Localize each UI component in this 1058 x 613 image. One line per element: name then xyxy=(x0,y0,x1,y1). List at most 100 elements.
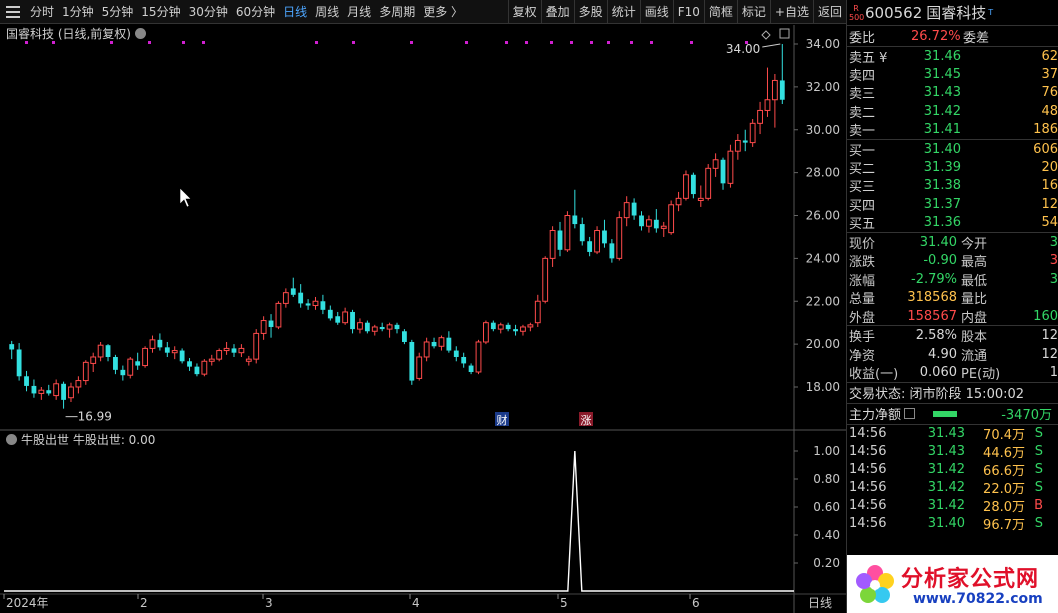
stat-label: 总量 xyxy=(849,292,876,308)
tool-button-2[interactable]: 多股 xyxy=(573,0,607,24)
tool-button-4[interactable]: 画线 xyxy=(639,0,673,24)
stat-label: 股本 xyxy=(961,330,988,346)
stock-code: 600562 xyxy=(865,3,923,22)
tool-button-9[interactable]: 返回 xyxy=(812,0,846,24)
period-tabs: 分时 1分钟 5分钟 15分钟 30分钟 60分钟 日线 周线 月线 多周期 更多 〉 xyxy=(26,0,467,24)
stat-label: 外盘 xyxy=(849,310,876,326)
candle-body xyxy=(201,360,208,375)
signal-dot xyxy=(352,41,355,44)
indicator-title: 牛股出世 牛股出世: 0.00 xyxy=(6,431,155,448)
stat-label: 内盘 xyxy=(961,310,988,326)
candle-body xyxy=(520,326,526,332)
book-row[interactable]: 卖三 31.43 76 xyxy=(847,84,1058,102)
book-price: 31.45 xyxy=(923,67,961,83)
finance-marker: 财 xyxy=(497,413,508,427)
book-row[interactable]: 卖四 31.45 37 xyxy=(847,65,1058,84)
candle-body xyxy=(609,243,615,259)
candle-body xyxy=(379,326,385,330)
candle-body xyxy=(364,322,370,332)
book-label: 卖三 xyxy=(849,87,876,103)
period-tab-4[interactable]: 30分钟 xyxy=(188,4,228,19)
main-flow-bar xyxy=(933,410,958,417)
signal-dot xyxy=(525,41,528,44)
candle-body xyxy=(534,300,541,324)
period-tab-5[interactable]: 60分钟 xyxy=(235,4,276,19)
menu-icon[interactable] xyxy=(0,0,26,24)
tick-volume: 70.4万 xyxy=(983,428,1025,444)
tool-button-8[interactable]: +自选 xyxy=(769,0,813,24)
tool-button-6[interactable]: 简框 xyxy=(703,0,737,24)
signal-dot xyxy=(607,41,610,44)
candle-body xyxy=(779,80,785,100)
book-row[interactable]: 买五 31.36 54 xyxy=(847,214,1058,232)
bid-book: 买一 31.40 606 买二 31.39 20 买三 31.38 16 买四 31.37 12 买五 3… xyxy=(847,140,1058,233)
stats-block-2: 换手 2.58% 股本 12 净资 4.90 流通 12 收益(一) 0.060 PE(动) 1 xyxy=(847,326,1058,382)
book-price: 31.43 xyxy=(923,85,961,101)
candle-body xyxy=(127,358,134,376)
top-toolbar: 分时 1分钟 5分钟 15分钟 30分钟 60分钟 日线 周线 月线 多周期 更多 〉 复权 叠加 多股… xyxy=(0,0,846,24)
candle-body xyxy=(490,322,496,330)
ind-y-label: 0.20 xyxy=(813,556,840,570)
period-tab-10[interactable]: 更多 〉 xyxy=(423,4,464,19)
candle-body xyxy=(320,301,326,310)
book-row[interactable]: 卖二 31.42 48 xyxy=(847,102,1058,121)
x-label: 2 xyxy=(140,596,148,610)
y-label: 32.00 xyxy=(806,80,840,94)
period-tab-6[interactable]: 日线 xyxy=(283,4,308,19)
candle-body xyxy=(727,150,734,184)
book-price: 31.39 xyxy=(923,160,961,176)
candle-body xyxy=(371,326,378,332)
book-row[interactable]: 买一 31.40 606 xyxy=(847,140,1058,159)
book-price: 31.42 xyxy=(923,103,961,119)
tool-button-1[interactable]: 叠加 xyxy=(540,0,574,24)
candle-body xyxy=(431,341,437,347)
tool-button-3[interactable]: 统计 xyxy=(606,0,640,24)
candle-body xyxy=(164,347,170,353)
candle-body xyxy=(179,350,185,362)
candle-body xyxy=(245,358,252,362)
signal-dot xyxy=(315,41,318,44)
signal-dot xyxy=(630,41,633,44)
tick-row: 14:56 31.42 22.0万 S xyxy=(847,479,1058,497)
tool-button-7[interactable]: 标记 xyxy=(736,0,770,24)
book-volume: 62 xyxy=(1041,48,1058,64)
candle-body xyxy=(16,349,22,377)
period-tab-0[interactable]: 分时 xyxy=(30,4,55,19)
candle-body xyxy=(135,361,141,366)
list-icon[interactable] xyxy=(904,408,916,420)
title-options-icon[interactable] xyxy=(135,28,146,39)
period-label: 日线 xyxy=(808,596,832,610)
low-label: 16.99 xyxy=(78,410,112,424)
tool-button-0[interactable]: 复权 xyxy=(507,0,541,24)
stat-label: 最高 xyxy=(961,255,988,271)
weibi-value: 26.72% xyxy=(911,28,961,44)
signal-dot xyxy=(650,41,653,44)
book-price: 31.36 xyxy=(923,215,961,231)
candle-body xyxy=(757,109,763,124)
candle-body xyxy=(557,230,563,250)
stat-value: 0.060 xyxy=(919,365,957,381)
badge-bottom: 500 xyxy=(849,12,865,22)
period-tab-3[interactable]: 15分钟 xyxy=(141,4,181,19)
indicator-options-icon[interactable] xyxy=(6,434,17,445)
candle-body xyxy=(223,347,230,352)
period-tab-8[interactable]: 月线 xyxy=(347,4,372,19)
tool-button-5[interactable]: F10 xyxy=(672,0,704,24)
candle-body xyxy=(483,322,489,343)
candle-body xyxy=(386,324,393,330)
tick-row: 14:56 31.40 96.7万 S xyxy=(847,515,1058,533)
period-tab-1[interactable]: 1分钟 xyxy=(62,4,94,19)
book-row[interactable]: 卖五 ¥ 31.46 62 xyxy=(847,47,1058,66)
kline-chart[interactable]: 34.00 32.00 30.00 28.00 26.00 24.00 22.00 20.00… xyxy=(0,25,846,613)
signal-dot xyxy=(550,41,553,44)
book-row[interactable]: 买三 31.38 16 xyxy=(847,177,1058,195)
book-row[interactable]: 买二 31.39 20 xyxy=(847,158,1058,177)
book-row[interactable]: 卖一 31.41 186 xyxy=(847,121,1058,139)
period-tab-7[interactable]: 周线 xyxy=(315,4,340,19)
stat-value: 2.58% xyxy=(915,328,957,344)
period-tab-2[interactable]: 5分钟 xyxy=(101,4,134,19)
y-label: 20.00 xyxy=(806,337,840,351)
candle-body xyxy=(646,219,652,227)
period-tab-9[interactable]: 多周期 xyxy=(379,4,416,19)
book-row[interactable]: 买四 31.37 12 xyxy=(847,195,1058,214)
